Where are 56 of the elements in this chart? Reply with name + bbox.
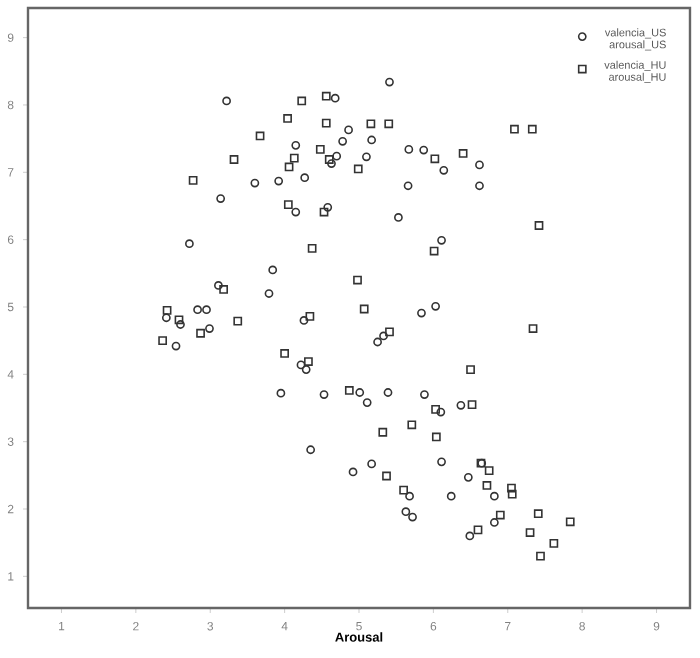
point bbox=[484, 466, 494, 476]
point bbox=[158, 336, 168, 346]
point bbox=[366, 119, 376, 129]
point bbox=[307, 244, 317, 253]
point bbox=[549, 538, 559, 548]
point bbox=[378, 427, 388, 437]
point bbox=[174, 315, 184, 325]
point bbox=[466, 365, 475, 374]
point bbox=[289, 153, 299, 163]
point bbox=[353, 275, 362, 285]
point bbox=[527, 124, 537, 134]
point bbox=[233, 316, 243, 326]
point bbox=[536, 551, 545, 561]
point bbox=[321, 118, 331, 128]
point bbox=[407, 420, 417, 430]
point bbox=[188, 176, 198, 185]
point bbox=[431, 432, 441, 442]
point bbox=[219, 285, 228, 294]
point bbox=[533, 509, 543, 519]
point bbox=[510, 124, 519, 134]
point bbox=[495, 510, 505, 520]
point bbox=[476, 458, 486, 468]
point bbox=[473, 525, 483, 535]
point bbox=[507, 489, 517, 499]
point bbox=[284, 162, 294, 172]
point bbox=[507, 483, 516, 493]
point bbox=[565, 517, 575, 527]
point bbox=[528, 324, 538, 333]
point bbox=[525, 528, 535, 537]
point bbox=[229, 155, 239, 164]
point bbox=[319, 207, 329, 217]
point bbox=[324, 155, 334, 164]
point bbox=[315, 145, 325, 154]
point bbox=[359, 304, 369, 314]
point bbox=[534, 221, 544, 230]
point bbox=[458, 149, 468, 158]
point bbox=[429, 246, 439, 256]
point bbox=[384, 119, 394, 129]
point bbox=[431, 404, 440, 414]
point bbox=[305, 312, 315, 321]
point bbox=[382, 471, 391, 481]
point bbox=[353, 164, 363, 174]
point bbox=[304, 357, 313, 366]
point bbox=[283, 200, 293, 210]
point bbox=[482, 481, 492, 490]
point bbox=[430, 154, 440, 164]
point bbox=[196, 328, 205, 338]
point bbox=[385, 327, 394, 337]
point bbox=[399, 485, 408, 495]
point bbox=[283, 114, 292, 123]
point bbox=[280, 349, 289, 358]
point bbox=[344, 386, 354, 395]
point bbox=[321, 91, 331, 101]
point bbox=[255, 131, 265, 141]
point bbox=[162, 305, 172, 315]
point bbox=[297, 96, 307, 106]
